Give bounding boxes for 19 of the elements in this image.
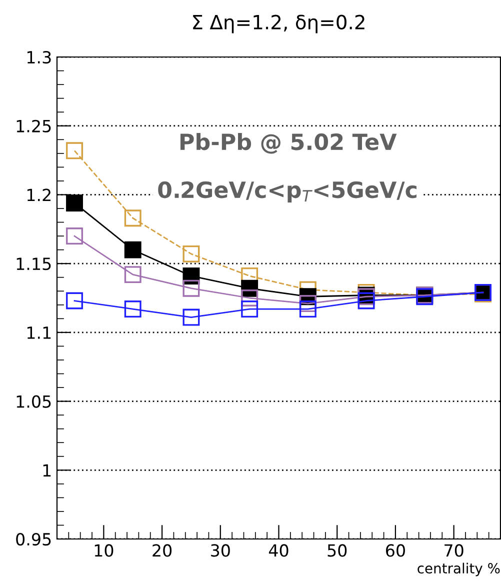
y-tick-label: 1.3	[27, 50, 51, 64]
chart-title: Σ Δη=1.2, δη=0.2	[193, 14, 364, 34]
x-tick-label: 30	[211, 544, 230, 557]
x-axis-title: centrality %	[418, 562, 500, 576]
x-tick-label: 40	[268, 544, 288, 557]
x-tick-label: 10	[94, 544, 114, 557]
x-tick-label: 60	[386, 544, 405, 557]
y-tick-label: 1	[43, 464, 51, 476]
y-tick-label: 0.95	[16, 532, 51, 546]
annotation: Pb-Pb @ 5.02 TeV	[180, 133, 397, 154]
y-tick-label: 1.05	[16, 395, 51, 408]
x-tick-label: 70	[444, 544, 464, 557]
y-tick-label: 1.2	[27, 188, 50, 202]
x-tick-label: 20	[152, 544, 172, 557]
annotation: 0.2GeV/c<p$_{T}$<5GeV/c	[158, 181, 416, 202]
y-tick-label: 1.15	[16, 258, 51, 270]
x-tick-label: 50	[328, 544, 347, 557]
y-tick-label: 1.25	[16, 120, 51, 132]
y-tick-label: 1.1	[27, 326, 51, 339]
